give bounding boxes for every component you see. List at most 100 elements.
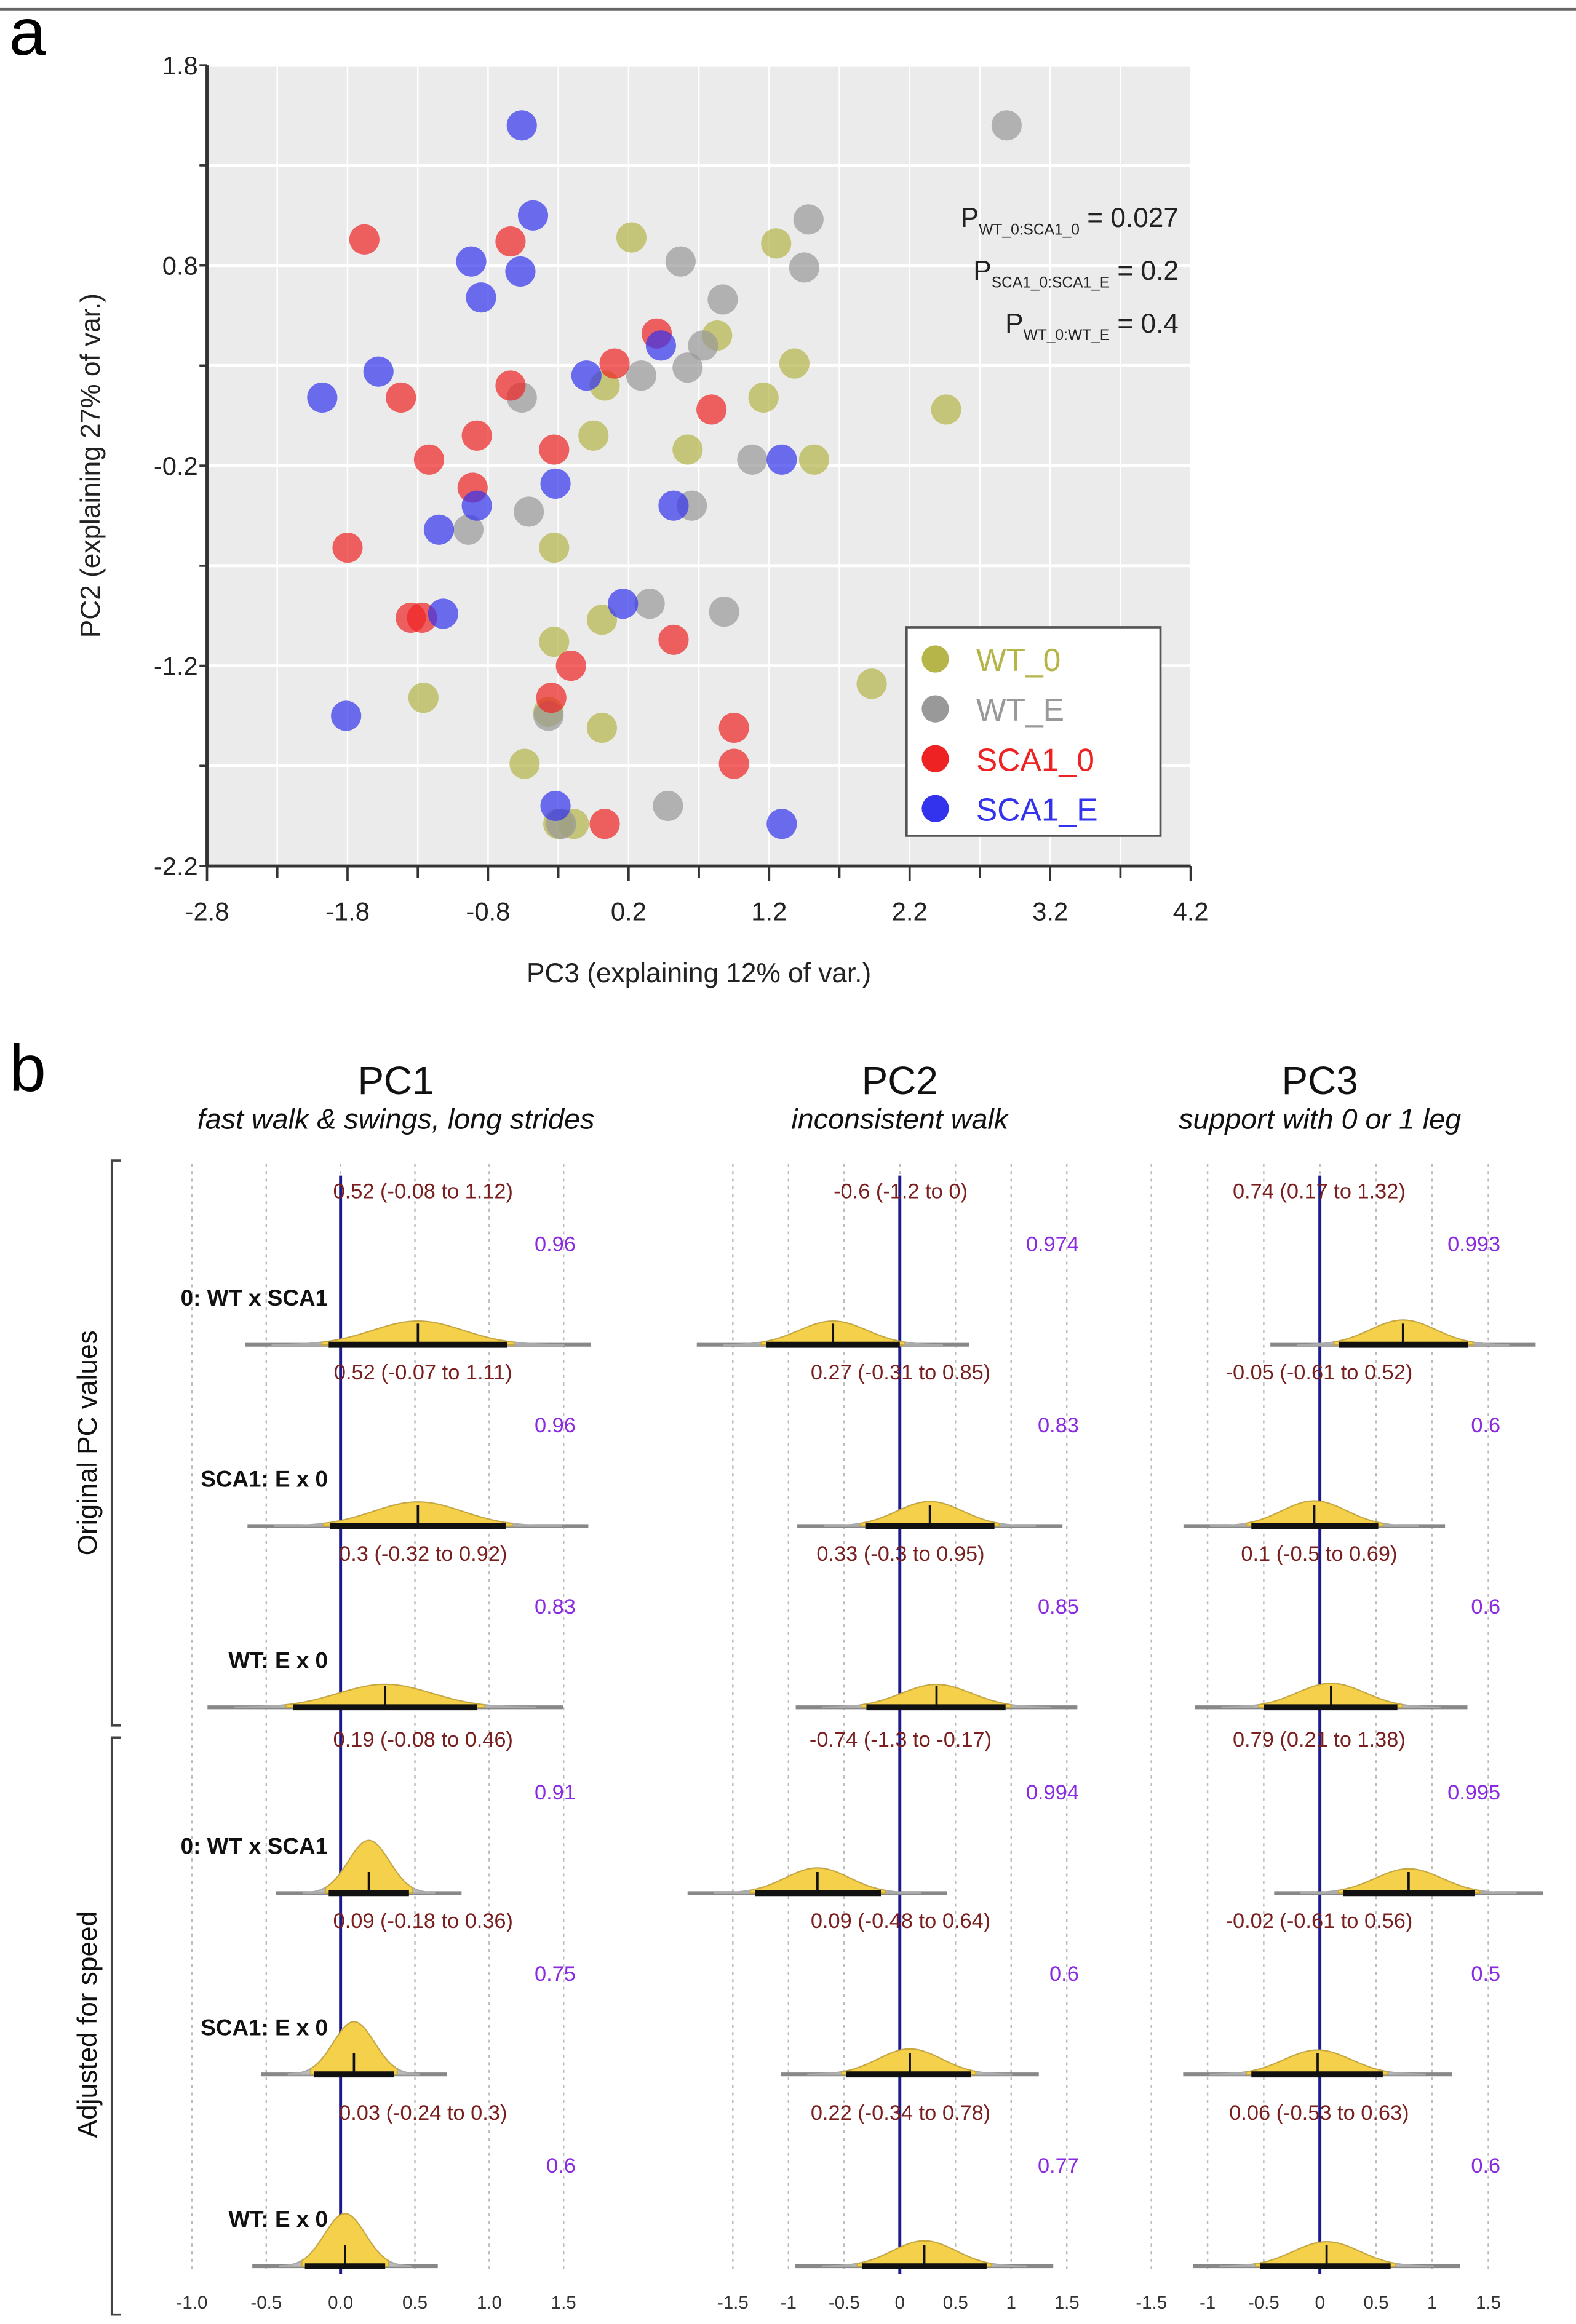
row-label: 0: WT x SCA1 — [181, 1285, 328, 1311]
legend-label: WT_0 — [976, 642, 1061, 678]
data-point-sca1-0 — [386, 382, 416, 413]
group-bracket — [110, 1736, 121, 2316]
x-tick-label: 0.5 — [943, 2293, 968, 2313]
p-value-annotation: PSCA1_0:SCA1_E = 0.2 — [973, 256, 1179, 291]
beta-symbol: β — [366, 2320, 385, 2324]
p-subscript: WT_0:WT_E — [1024, 327, 1110, 344]
legend-marker — [921, 695, 949, 723]
probability-label: 0.994 — [1026, 1781, 1079, 1804]
data-point-sca1-e — [363, 356, 394, 387]
estimate-label: 0.09 (-0.48 to 0.64) — [811, 1910, 990, 1933]
column-subtitle: fast walk & swings, long strides — [197, 1103, 595, 1135]
data-point-sca1-0 — [413, 444, 445, 475]
legend-label: SCA1_E — [976, 791, 1098, 827]
estimate-label: -0.05 (-0.61 to 0.52) — [1226, 1361, 1413, 1384]
data-point-sca1-e — [331, 700, 362, 731]
x-tick-label: 0.0 — [328, 2293, 353, 2313]
data-point-wt-e — [634, 589, 665, 619]
y-tick-label: -1.2 — [154, 651, 198, 680]
estimate-label: 0.52 (-0.07 to 1.11) — [334, 1361, 512, 1384]
x-tick-label: 1 — [1427, 2293, 1437, 2313]
estimate-label: -0.6 (-1.2 to 0) — [834, 1180, 968, 1203]
probability-label: 0.995 — [1447, 1781, 1500, 1804]
column-subtitle: support with 0 or 1 leg — [1179, 1103, 1461, 1135]
p-symbol: P — [973, 256, 991, 286]
x-tick-label: -1 — [1200, 2293, 1216, 2313]
legend-marker — [921, 745, 949, 772]
data-point-sca1-0 — [495, 370, 526, 401]
probability-label: 0.974 — [1026, 1232, 1079, 1256]
data-point-wt-0 — [539, 626, 570, 657]
density-credible-region — [325, 1839, 413, 1894]
x-tick-label: 0 — [895, 2293, 905, 2313]
estimate-label: 0.3 (-0.32 to 0.92) — [339, 1542, 507, 1566]
p-symbol: P — [1005, 309, 1023, 339]
probability-label: 0.85 — [1038, 1595, 1079, 1619]
x-tick-label: -1 — [781, 2293, 797, 2313]
column-title: PC2 — [862, 1058, 938, 1103]
data-point-sca1-e — [423, 514, 455, 545]
data-point-wt-0 — [586, 712, 618, 744]
estimate-label: 0.52 (-0.08 to 1.12) — [333, 1180, 513, 1203]
probability-label: 0.83 — [535, 1595, 576, 1619]
data-point-sca1-0 — [599, 348, 630, 379]
data-point-wt-e — [737, 444, 768, 475]
legend-label: SCA1_0 — [976, 742, 1094, 777]
density-credible-region — [310, 2021, 398, 2076]
row-label: WT: E x 0 — [228, 2207, 328, 2232]
legend-box — [905, 626, 1162, 837]
probability-label: 0.75 — [535, 1962, 576, 1986]
data-point-sca1-0 — [539, 434, 570, 465]
panel-label-a: a — [9, 0, 47, 69]
x-tick-label: 1.5 — [1054, 2293, 1080, 2313]
x-tick-label: 4.2 — [1173, 897, 1209, 926]
group-bracket — [110, 1159, 121, 1727]
data-point-sca1-0 — [696, 394, 727, 425]
data-point-sca1-0 — [718, 748, 749, 779]
x-tick-label: -2.8 — [185, 897, 229, 926]
data-point-wt-0 — [748, 382, 779, 413]
x-tick-label: -1.8 — [325, 897, 370, 926]
estimate-label: -0.74 (-1.3 to -0.17) — [810, 1728, 992, 1751]
x-tick-label: -1.5 — [717, 2293, 749, 2313]
y-tick-label: -0.2 — [154, 451, 198, 480]
data-point-wt-0 — [578, 420, 609, 451]
estimate-label: 0.22 (-0.34 to 0.78) — [811, 2101, 990, 2125]
x-tick-label: 0 — [1315, 2293, 1324, 2313]
legend-marker — [921, 645, 949, 673]
column-subtitle: inconsistent walk — [791, 1103, 1009, 1135]
probability-label: 0.6 — [1049, 1962, 1079, 1986]
y-tick-label: -2.2 — [154, 852, 198, 881]
data-point-sca1-0 — [536, 683, 567, 713]
data-point-wt-e — [626, 360, 656, 391]
data-point-wt-e — [793, 204, 824, 235]
data-point-wt-e — [789, 252, 819, 283]
p-subscript: WT_0:SCA1_0 — [979, 221, 1080, 238]
estimate-label: 0.19 (-0.08 to 0.46) — [333, 1728, 513, 1751]
data-point-sca1-0 — [332, 532, 363, 563]
density-credible-region — [301, 2213, 389, 2267]
x-tick-label: 3.2 — [1032, 897, 1068, 926]
p-value-annotation: PWT_0:WT_E = 0.4 — [1005, 309, 1179, 344]
x-tick-label: 0.5 — [402, 2293, 428, 2313]
x-tick-label: 1.5 — [1476, 2293, 1501, 2313]
probability-label: 0.6 — [1471, 1595, 1500, 1619]
data-point-sca1-0 — [461, 420, 492, 451]
p-value: = 0.4 — [1110, 309, 1179, 339]
x-tick-label: 0.5 — [1363, 2293, 1388, 2313]
data-point-sca1-e — [540, 468, 571, 499]
data-point-sca1-e — [658, 490, 689, 521]
data-point-sca1-e — [766, 809, 797, 839]
probability-label: 0.77 — [1038, 2154, 1079, 2178]
data-point-wt-0 — [509, 748, 540, 779]
x-axis-label: βPC2 — [870, 2320, 930, 2324]
p-value: = 0.027 — [1080, 203, 1179, 233]
estimate-label: 0.79 (0.21 to 1.38) — [1233, 1728, 1406, 1751]
y-axis-label: PC2 (explaining 27% of var.) — [76, 293, 106, 638]
data-point-sca1-0 — [589, 809, 620, 839]
estimate-label: 0.33 (-0.3 to 0.95) — [816, 1542, 984, 1566]
scatter-plot: -2.8 -1.8 -0.8 0.2 1.2 2.2 3.2 4.2 1.8 0.8 -0.2 -1.… — [76, 51, 1209, 988]
data-point-wt-e — [709, 597, 739, 627]
